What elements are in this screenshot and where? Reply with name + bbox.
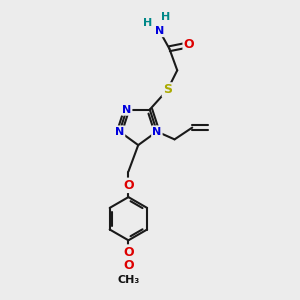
Text: N: N xyxy=(155,26,164,36)
Text: N: N xyxy=(152,127,161,136)
Text: N: N xyxy=(115,127,124,136)
Text: O: O xyxy=(123,246,134,259)
Text: H: H xyxy=(143,18,152,28)
Text: N: N xyxy=(122,105,131,115)
Text: O: O xyxy=(123,179,134,192)
Text: S: S xyxy=(163,83,172,97)
Text: H: H xyxy=(161,12,170,22)
Text: O: O xyxy=(184,38,194,51)
Text: O: O xyxy=(123,259,134,272)
Text: CH₃: CH₃ xyxy=(117,274,140,285)
